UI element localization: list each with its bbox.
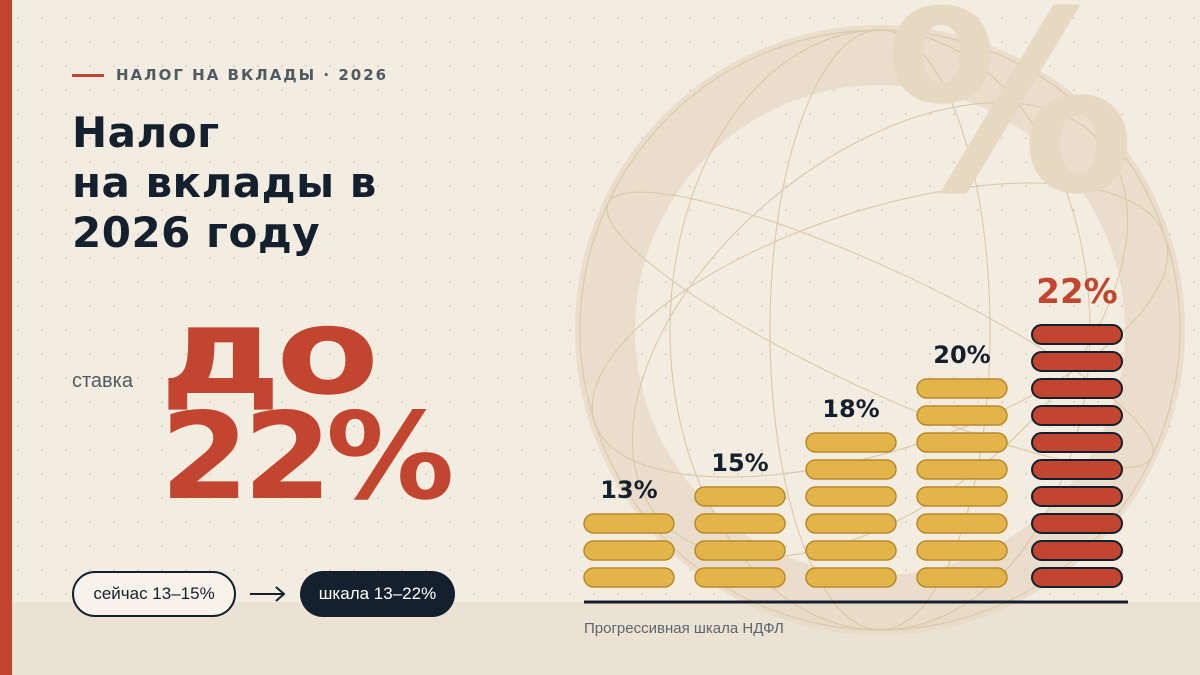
coin-2-2	[694, 540, 786, 561]
coin-3-2	[805, 540, 897, 561]
coin-5-3	[1031, 513, 1123, 534]
coin-1-3	[583, 513, 675, 534]
page-title: Налог на вклады в 2026 году	[72, 108, 377, 258]
rate-label: ставка	[72, 370, 133, 392]
bar-label-4: 20%	[933, 341, 990, 369]
arrow-right-icon	[250, 586, 286, 602]
title-line-2: на вклады в	[72, 158, 377, 207]
rate-prefix: до	[160, 283, 379, 422]
eyebrow: НАЛОГ НА ВКЛАДЫ · 2026	[72, 64, 388, 86]
coin-4-5	[916, 459, 1008, 480]
coin-5-10	[1031, 324, 1123, 345]
coin-1-1	[583, 567, 675, 588]
coin-5-6	[1031, 432, 1123, 453]
coin-3-5	[805, 459, 897, 480]
coin-2-4	[694, 486, 786, 507]
title-line-1: Налог	[72, 108, 220, 157]
coin-4-7	[916, 405, 1008, 426]
eyebrow-text: НАЛОГ НА ВКЛАДЫ · 2026	[116, 66, 389, 84]
coin-5-7	[1031, 405, 1123, 426]
bar-label-2: 15%	[711, 449, 768, 477]
coin-4-3	[916, 513, 1008, 534]
coin-5-8	[1031, 378, 1123, 399]
rate-value: 22%	[160, 388, 455, 527]
coin-5-9	[1031, 351, 1123, 372]
coin-3-3	[805, 513, 897, 534]
coin-5-5	[1031, 459, 1123, 480]
coin-2-1	[694, 567, 786, 588]
scale-pill: шкала 13–22%	[300, 571, 455, 617]
current-rate-pill: сейчас 13–15%	[72, 571, 236, 617]
percent-watermark: %	[885, 0, 1136, 249]
accent-bar	[0, 0, 12, 675]
coin-4-2	[916, 540, 1008, 561]
coin-3-4	[805, 486, 897, 507]
chart-caption: Прогрессивная шкала НДФЛ	[584, 620, 784, 637]
coin-5-2	[1031, 540, 1123, 561]
title-line-3: 2026 году	[72, 208, 321, 257]
coin-5-1	[1031, 567, 1123, 588]
coin-2-3	[694, 513, 786, 534]
bar-label-3: 18%	[822, 395, 879, 423]
coin-4-1	[916, 567, 1008, 588]
coin-4-8	[916, 378, 1008, 399]
coin-4-6	[916, 432, 1008, 453]
bar-label-1: 13%	[600, 476, 657, 504]
coin-1-2	[583, 540, 675, 561]
bar-label-5: 22%	[1036, 272, 1117, 312]
coin-4-4	[916, 486, 1008, 507]
coin-3-1	[805, 567, 897, 588]
coin-3-6	[805, 432, 897, 453]
coin-5-4	[1031, 486, 1123, 507]
eyebrow-line	[72, 73, 104, 77]
